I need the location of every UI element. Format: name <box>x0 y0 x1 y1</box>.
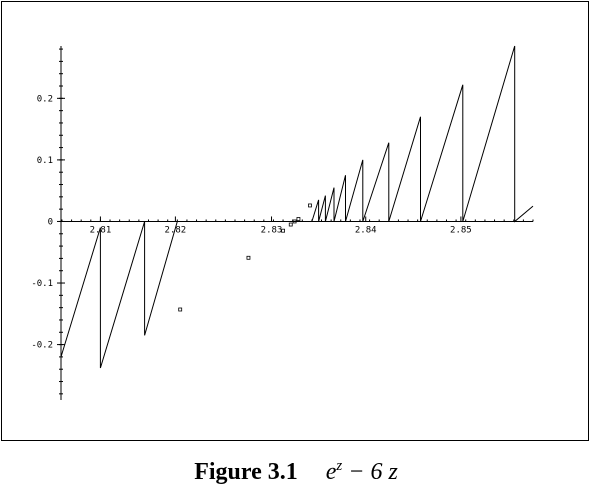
x-tick-label: 2.82 <box>165 225 187 235</box>
y-tick-label: 0.1 <box>37 156 53 166</box>
y-tick-label: 0 <box>48 217 53 227</box>
y-tick-label: -0.1 <box>31 279 53 289</box>
x-tick-label: 2.85 <box>450 225 472 235</box>
formula-exponent: z <box>336 458 343 474</box>
data-point-marker <box>292 219 297 224</box>
chart-frame: 0.2 0.1 0 -0.1 -0.2 2.81 2.82 2.83 2.84 2.85 <box>1 1 589 441</box>
figure-formula: ez − 6 z <box>325 458 398 485</box>
formula-base: e <box>325 459 337 485</box>
formula-rest: − 6 z <box>342 459 398 485</box>
figure-label: Figure 3.1 <box>194 459 298 485</box>
data-point-marker <box>246 255 251 260</box>
data-point-marker <box>178 307 183 312</box>
data-point-marker <box>296 217 301 221</box>
figure-caption: Figure 3.1 ez − 6 z <box>0 458 592 486</box>
y-tick-label: -0.2 <box>31 341 53 351</box>
x-tick-label: 2.83 <box>261 225 283 235</box>
data-point-marker <box>308 203 312 208</box>
y-tick-label: 0.2 <box>37 94 53 104</box>
series-line-0 <box>60 45 534 369</box>
x-tick-label: 2.84 <box>355 225 377 235</box>
plot-area: 0.20.10-0.1-0.22.81 2.82 2.83 2.84 2.85 <box>31 45 534 400</box>
data-point-marker <box>281 228 285 233</box>
data-point-marker <box>288 222 293 227</box>
